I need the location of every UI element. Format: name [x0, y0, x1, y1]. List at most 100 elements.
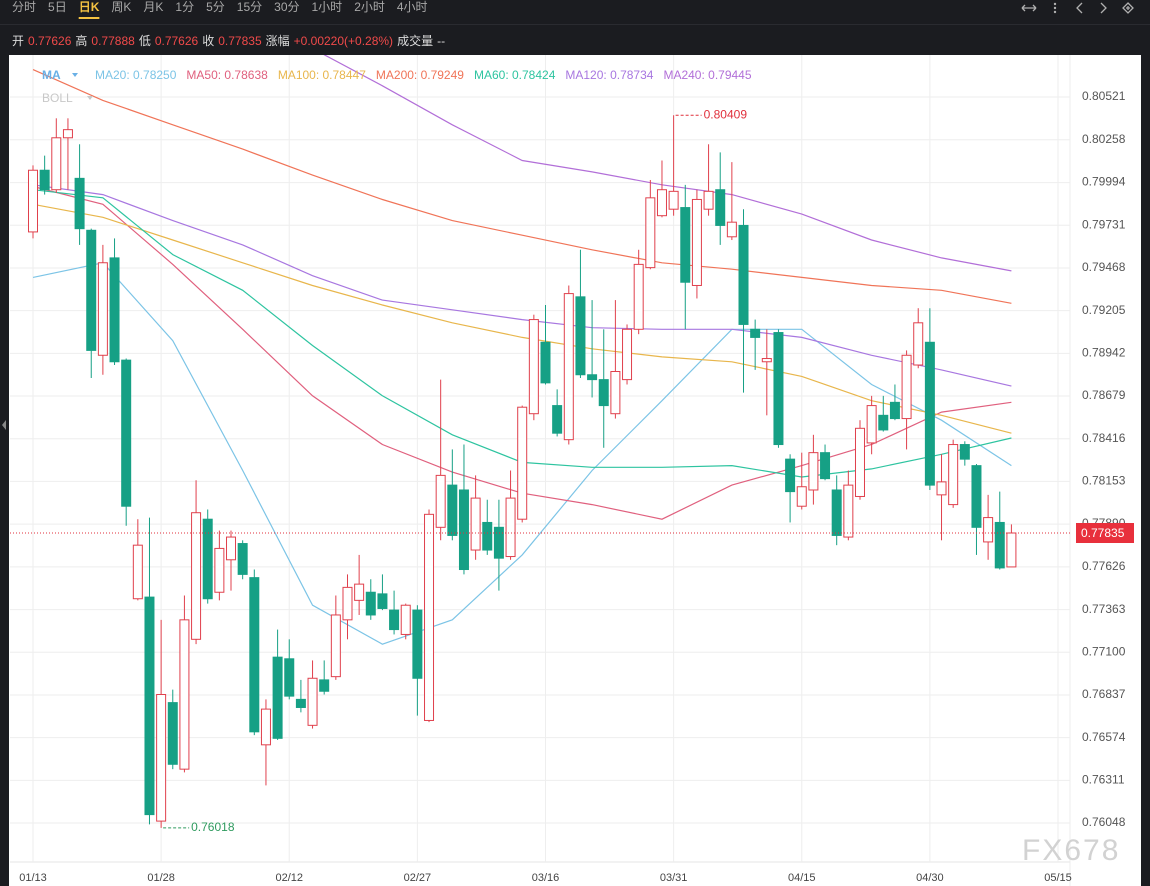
watermark: FX678: [1022, 834, 1120, 867]
expand-icon[interactable]: [1021, 4, 1037, 12]
quote-label: 高: [75, 33, 87, 48]
y-tick-label: 0.78942: [1082, 345, 1126, 359]
extreme-label: 0.80409: [704, 107, 748, 121]
timeframe-tab[interactable]: 15分: [237, 0, 262, 14]
candle-body: [505, 497, 516, 558]
candle-body: [412, 609, 423, 679]
legend-entry: MA50: 0.78638: [186, 68, 268, 82]
tab-underline: [78, 17, 100, 19]
candle-body: [785, 458, 796, 493]
candle-body: [458, 489, 469, 571]
candle-body: [249, 577, 260, 733]
legend-entry: MA60: 0.78424: [474, 68, 556, 82]
candle-body: [97, 262, 108, 356]
candle-body: [773, 332, 784, 446]
overlay: 0.80521 0.80258 0.79994 0.79731 0.79468 0.792…: [10, 68, 1134, 884]
x-tick-label: 02/12: [275, 872, 303, 884]
timeframe-tab[interactable]: 5分: [206, 0, 225, 14]
candle-body: [761, 358, 772, 363]
timeframe-tab[interactable]: 1小时: [312, 0, 343, 14]
indicator-dropdown: [72, 73, 78, 77]
candle-body: [342, 586, 353, 621]
candle-body: [132, 544, 143, 600]
candle-body: [610, 371, 621, 415]
candle-body: [936, 481, 947, 496]
quote-label: 开: [12, 34, 24, 48]
timeframe-tab[interactable]: 月K: [143, 0, 163, 14]
timeframe-tab[interactable]: 周K: [111, 0, 131, 14]
y-tick-label: 0.77100: [1082, 644, 1126, 658]
ma-line: [32, 69, 1012, 304]
indicator-label: MA: [42, 68, 61, 82]
candle-body: [86, 229, 97, 351]
y-tick-label: 0.79994: [1082, 175, 1126, 189]
candle-body: [179, 619, 190, 770]
candle-body: [482, 521, 493, 551]
candle-body: [109, 257, 120, 363]
candle-body: [121, 359, 132, 507]
candle-body: [808, 452, 819, 491]
quote-value: --: [437, 34, 445, 48]
candle-body: [144, 596, 155, 816]
toolbar-icons: [1021, 2, 1134, 14]
candle-body: [983, 517, 994, 543]
timeframe-tab[interactable]: 1分: [175, 0, 194, 14]
candle-body: [866, 405, 877, 444]
candle-body: [959, 444, 970, 460]
timeframe-tab[interactable]: 30分: [274, 0, 299, 14]
ma-line: [32, 184, 1012, 387]
candle-body: [633, 263, 644, 330]
candle-body: [948, 444, 959, 506]
timeframe-tab[interactable]: 日K: [79, 0, 100, 14]
candle-body: [738, 224, 749, 325]
candle-body: [295, 698, 306, 708]
x-tick-label: 05/15: [1044, 872, 1072, 884]
x-tick-label: 03/31: [660, 872, 688, 884]
candle-body: [307, 677, 318, 726]
y-tick-label: 0.77363: [1082, 602, 1126, 616]
timeframe-tab[interactable]: 4小时: [397, 0, 428, 14]
x-tick-label: 02/27: [404, 872, 432, 884]
candle-body: [167, 702, 178, 765]
timeframe-tab[interactable]: 2小时: [354, 0, 385, 14]
timeframe-tab[interactable]: 分时: [12, 0, 36, 14]
candle-body: [284, 658, 295, 697]
x-tick-label: 01/13: [19, 872, 47, 884]
candle-body: [237, 543, 248, 575]
candle-body: [691, 198, 702, 286]
last-price-box: [1076, 522, 1134, 543]
candle-body: [645, 197, 656, 269]
quote-value: +0.00220(+0.28%): [294, 34, 393, 48]
quote-value: 0.77626: [28, 34, 72, 48]
candle-body: [831, 489, 842, 536]
left-arrow[interactable]: [2, 420, 6, 430]
quote-label: 涨幅: [266, 33, 290, 48]
more-icon[interactable]: [1053, 2, 1057, 14]
candle-body: [587, 374, 598, 381]
y-tick-label: 0.78679: [1082, 388, 1126, 402]
next-icon[interactable]: [1100, 2, 1107, 14]
y-tick-label: 0.76311: [1082, 773, 1125, 787]
candle-body: [552, 405, 563, 434]
candle-body: [330, 614, 341, 678]
candle-body: [435, 474, 446, 528]
candle-body: [74, 177, 85, 230]
timeframe-tab[interactable]: 5日: [48, 0, 67, 14]
candle-body: [750, 328, 761, 338]
prev-icon[interactable]: [1076, 2, 1083, 14]
candle-body: [39, 169, 50, 191]
settings-icon[interactable]: [1122, 2, 1134, 14]
y-tick-label: 0.78416: [1082, 431, 1126, 445]
candle-body: [680, 207, 691, 283]
candle-body: [447, 484, 458, 536]
candle-body: [889, 401, 900, 420]
candle-body: [1006, 532, 1017, 568]
candle-body: [726, 221, 737, 238]
y-tick-label: 0.77626: [1082, 559, 1126, 573]
candle-body: [28, 169, 38, 233]
quote-label: 收: [202, 34, 214, 48]
header-divider: [0, 24, 1150, 25]
y-tick-label: 0.80258: [1082, 132, 1126, 146]
candle-body: [528, 319, 539, 415]
